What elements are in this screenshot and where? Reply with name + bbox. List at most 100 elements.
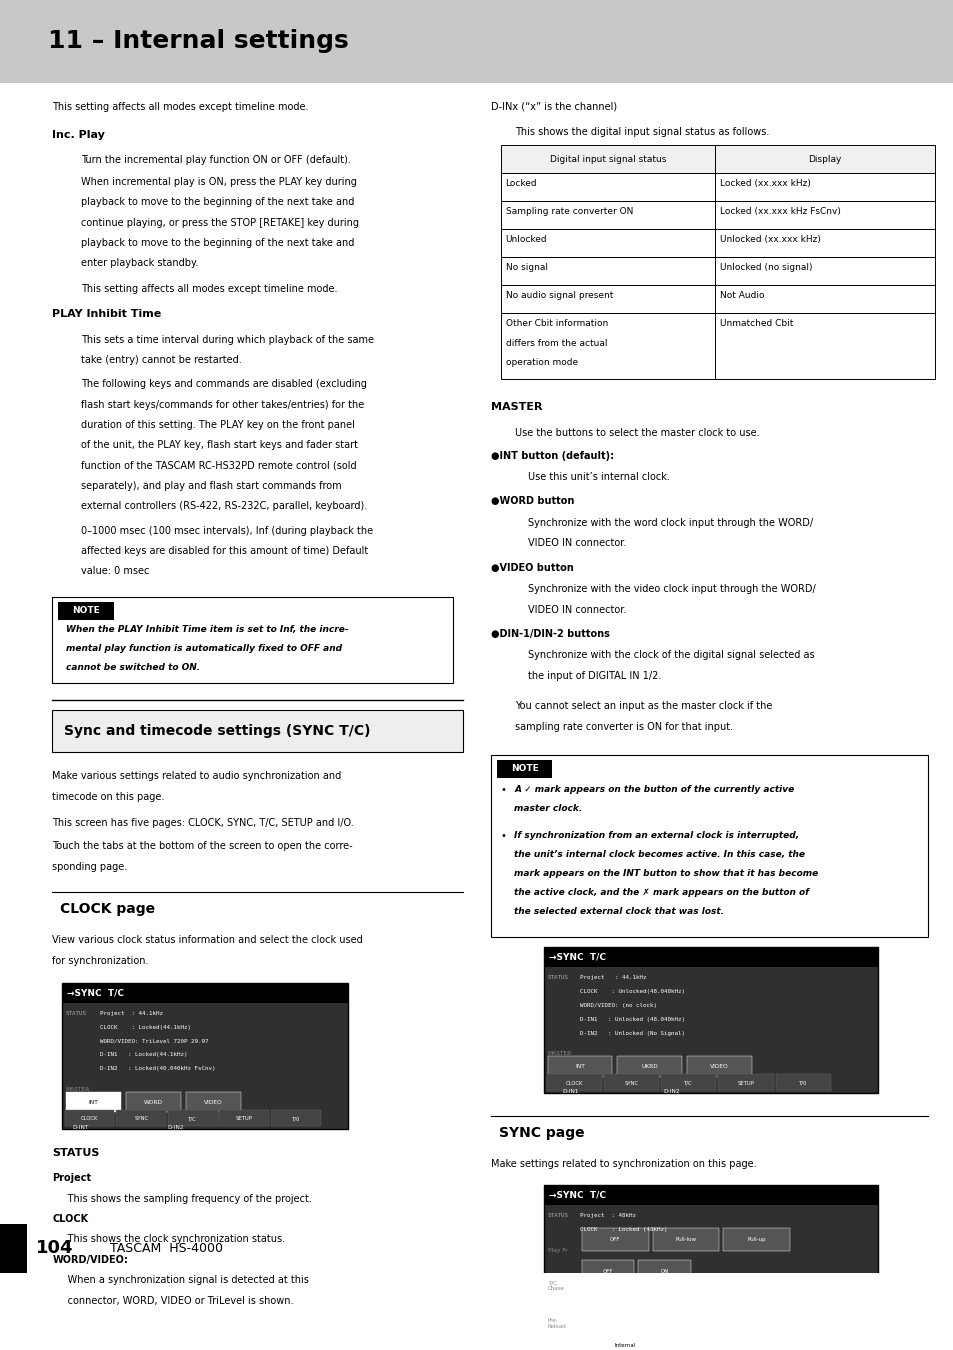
Text: Internal: Internal — [614, 1343, 635, 1347]
Bar — [126, 1092, 181, 1112]
Bar — [718, 1075, 773, 1091]
Text: Project   : 44.1kHz: Project : 44.1kHz — [579, 975, 646, 980]
Text: SETUP: SETUP — [235, 1116, 253, 1122]
Text: ●WORD button: ●WORD button — [491, 497, 574, 506]
Text: This shows the digital input signal status as follows.: This shows the digital input signal stat… — [515, 127, 769, 138]
Text: CLOCK: CLOCK — [565, 1338, 582, 1343]
Text: Use the buttons to select the master clock to use.: Use the buttons to select the master clo… — [515, 428, 759, 437]
Bar — [581, 1299, 634, 1322]
Text: VIDEO IN connector.: VIDEO IN connector. — [527, 605, 625, 614]
Text: Touch the tabs at the bottom of the screen to open the corre-: Touch the tabs at the bottom of the scre… — [52, 841, 353, 852]
Text: This setting affects all modes except timeline mode.: This setting affects all modes except ti… — [81, 284, 337, 294]
Text: for synchronization.: for synchronization. — [52, 956, 149, 965]
Text: function of the TASCAM RC-HS32PD remote control (sold: function of the TASCAM RC-HS32PD remote … — [81, 460, 356, 471]
Text: →SYNC  T/C: →SYNC T/C — [548, 1191, 605, 1200]
Bar — [546, 1331, 601, 1347]
Text: operation mode: operation mode — [505, 358, 578, 367]
Text: Make various settings related to audio synchronization and: Make various settings related to audio s… — [52, 771, 341, 782]
Text: VIDEO IN connector.: VIDEO IN connector. — [527, 539, 625, 548]
Text: NOTE: NOTE — [71, 606, 100, 616]
Bar — [660, 1331, 716, 1347]
Bar — [652, 1228, 719, 1251]
Text: OFF: OFF — [602, 1307, 613, 1312]
Bar — [500, 230, 934, 256]
Bar — [775, 1331, 830, 1347]
Text: CLOCK page: CLOCK page — [60, 902, 155, 917]
Text: No signal: No signal — [505, 263, 547, 273]
Bar — [271, 1110, 320, 1126]
Text: separately), and play and flash start commands from: separately), and play and flash start co… — [81, 481, 341, 491]
Bar — [491, 755, 927, 937]
Text: Sync and timecode settings (SYNC T/C): Sync and timecode settings (SYNC T/C) — [64, 724, 370, 738]
Text: sampling rate converter is ON for that input.: sampling rate converter is ON for that i… — [515, 722, 733, 732]
Bar — [65, 1110, 114, 1126]
Text: Synchronize with the clock of the digital signal selected as: Synchronize with the clock of the digita… — [527, 651, 813, 660]
Bar — [546, 1075, 601, 1091]
Text: external controllers (RS-422, RS-232C, parallel, keyboard).: external controllers (RS-422, RS-232C, p… — [81, 501, 367, 512]
Text: D-INx (“x” is the channel): D-INx (“x” is the channel) — [491, 101, 617, 112]
Text: •: • — [500, 832, 506, 841]
Text: You cannot select an input as the master clock if the: You cannot select an input as the master… — [515, 701, 772, 711]
Text: STATUS: STATUS — [547, 1212, 568, 1218]
Bar — [58, 602, 113, 620]
Text: T/C: T/C — [683, 1338, 693, 1343]
Text: CLOCK    : Locked(44.1kHz): CLOCK : Locked(44.1kHz) — [100, 1025, 191, 1030]
Text: master clock.: master clock. — [514, 805, 582, 813]
Text: •: • — [500, 786, 506, 795]
Text: ●DIN-1/DIN-2 buttons: ●DIN-1/DIN-2 buttons — [491, 629, 610, 639]
Bar — [581, 1334, 667, 1350]
Bar — [0, 0, 953, 82]
Text: Inc. Play: Inc. Play — [52, 130, 105, 140]
Text: Pull-up: Pull-up — [746, 1237, 765, 1242]
Text: 11 – Internal settings: 11 – Internal settings — [48, 28, 348, 53]
Text: SYNC: SYNC — [624, 1080, 638, 1085]
Text: 104: 104 — [36, 1239, 73, 1257]
Text: WORD/VIDEO: (no clock): WORD/VIDEO: (no clock) — [579, 1003, 657, 1008]
Text: ●VIDEO button: ●VIDEO button — [491, 563, 574, 572]
Bar — [722, 1228, 789, 1251]
Text: Unlocked: Unlocked — [505, 235, 547, 244]
Bar — [116, 1110, 166, 1126]
Text: sponding page.: sponding page. — [52, 861, 128, 872]
Bar — [500, 313, 934, 379]
Text: UKRD: UKRD — [640, 1064, 658, 1069]
Text: mark appears on the INT button to show that it has become: mark appears on the INT button to show t… — [514, 869, 818, 879]
Text: Make settings related to synchronization on this page.: Make settings related to synchronization… — [491, 1160, 756, 1169]
Bar — [581, 1260, 634, 1282]
Text: Sampling rate converter ON: Sampling rate converter ON — [505, 208, 633, 216]
Text: External: External — [702, 1343, 725, 1347]
Bar — [603, 1331, 659, 1347]
Text: the unit’s internal clock becomes active. In this case, the: the unit’s internal clock becomes active… — [514, 850, 804, 859]
Text: cannot be switched to ON.: cannot be switched to ON. — [66, 663, 200, 672]
Text: View various clock status information and select the clock used: View various clock status information an… — [52, 936, 363, 945]
Text: This screen has five pages: CLOCK, SYNC, T/C, SETUP and I/O.: This screen has five pages: CLOCK, SYNC,… — [52, 818, 354, 829]
Text: CLOCK: CLOCK — [52, 1214, 89, 1224]
Text: D-IN1   : Locked(44.1kHz): D-IN1 : Locked(44.1kHz) — [100, 1053, 188, 1057]
Bar — [168, 1110, 217, 1126]
Bar — [500, 201, 934, 230]
Text: SETUP: SETUP — [737, 1338, 754, 1343]
Text: STATUS: STATUS — [547, 975, 568, 980]
Text: CLOCK: CLOCK — [81, 1116, 98, 1122]
Text: CLOCK    : Locked (48kHz): CLOCK : Locked (48kHz) — [579, 1227, 667, 1231]
Bar — [543, 1185, 877, 1206]
Text: WORD/VIDEO:: WORD/VIDEO: — [52, 1256, 129, 1265]
Text: D-IN2: D-IN2 — [167, 1125, 184, 1130]
Text: Unlocked (no signal): Unlocked (no signal) — [720, 263, 812, 273]
Text: SYNC: SYNC — [624, 1338, 638, 1343]
Text: MASTER: MASTER — [547, 1052, 571, 1056]
Bar — [543, 1185, 877, 1350]
Text: CLOCK: CLOCK — [565, 1080, 582, 1085]
Text: duration of this setting. The PLAY key on the front panel: duration of this setting. The PLAY key o… — [81, 420, 355, 431]
Text: This sets a time interval during which playback of the same: This sets a time interval during which p… — [81, 335, 374, 344]
Text: 0–1000 msec (100 msec intervals), Inf (during playback the: 0–1000 msec (100 msec intervals), Inf (d… — [81, 525, 373, 536]
Text: When the PLAY Inhibit Time item is set to Inf, the incre-: When the PLAY Inhibit Time item is set t… — [66, 625, 348, 634]
Bar — [219, 1110, 269, 1126]
Text: Locked (xx.xxx kHz FsCnv): Locked (xx.xxx kHz FsCnv) — [720, 208, 841, 216]
Text: Digital input signal status: Digital input signal status — [550, 155, 665, 163]
Bar — [775, 1075, 830, 1091]
Text: Display: Display — [808, 155, 841, 163]
Bar — [581, 1228, 648, 1251]
Bar — [62, 983, 348, 1129]
Text: MASTER: MASTER — [66, 1087, 90, 1092]
